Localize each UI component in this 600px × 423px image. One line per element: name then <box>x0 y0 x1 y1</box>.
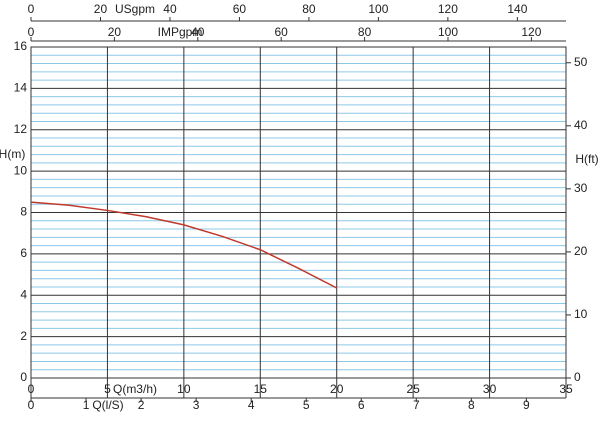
y2-tick-label: 50 <box>574 55 588 69</box>
bottom-axis2-tick-label: 0 <box>28 398 35 412</box>
y-tick-label: 10 <box>14 163 28 177</box>
top-axis-tick-label: 20 <box>94 2 108 16</box>
x-tick-label: 10 <box>177 382 191 396</box>
x-tick-label: 0 <box>28 382 35 396</box>
top-axis-tick-label: 40 <box>163 2 177 16</box>
y2-tick-label: 0 <box>574 370 581 384</box>
top-axis-tick-label: 60 <box>275 25 289 39</box>
y-tick-label: 12 <box>14 122 28 136</box>
top-axis-tick-label: 40 <box>191 25 205 39</box>
x-tick-label: 5 <box>104 382 111 396</box>
top-axis-tick-label: 0 <box>28 2 35 16</box>
bottom-axis2-tick-label: 1 <box>83 398 90 412</box>
y2-tick-label: 10 <box>574 307 588 321</box>
y-tick-label: 0 <box>20 370 27 384</box>
top-axis-tick-label: 20 <box>108 25 122 39</box>
bottom-axis2-tick-label: 9 <box>523 398 530 412</box>
top-axis-tick-label: 100 <box>438 25 458 39</box>
bottom-axis2-tick-label: 7 <box>413 398 420 412</box>
top-axis-label: IMPgpm <box>158 25 203 39</box>
y-tick-label: 2 <box>20 329 27 343</box>
top-axis-tick-label: 80 <box>358 25 372 39</box>
y2-axis-label: H(ft) <box>575 152 598 166</box>
y-tick-label: 8 <box>20 205 27 219</box>
y-axis-label: H(m) <box>0 147 25 161</box>
top-axis-tick-label: 60 <box>233 2 247 16</box>
top-axis-tick-label: 0 <box>28 25 35 39</box>
curve <box>30 201 338 289</box>
bottom-axis2-tick-label: 3 <box>193 398 200 412</box>
bottom-axis2-tick-label: 8 <box>468 398 475 412</box>
y-tick-label: 4 <box>20 287 27 301</box>
x-tick-label: 30 <box>483 382 497 396</box>
x-tick-label: 15 <box>254 382 268 396</box>
bottom-axis2-label: Q(l/S) <box>92 398 123 412</box>
bottom-axis2-tick-label: 2 <box>138 398 145 412</box>
top-axis-tick-label: 80 <box>302 2 316 16</box>
y2-tick-label: 20 <box>574 244 588 258</box>
bottom-axis2-tick-label: 6 <box>358 398 365 412</box>
plot-frame <box>30 46 567 379</box>
bottom-axis2-tick-label: 5 <box>303 398 310 412</box>
top-axis-tick-label: 140 <box>507 2 527 16</box>
y2-tick-label: 30 <box>574 181 588 195</box>
x-tick-label: 25 <box>406 382 420 396</box>
bottom-axis2-tick-label: 4 <box>248 398 255 412</box>
top-axis-tick-label: 100 <box>368 2 388 16</box>
x-axis-label: Q(m3/h) <box>113 382 157 396</box>
x-tick-label: 35 <box>559 382 573 396</box>
y2-tick-label: 40 <box>574 118 588 132</box>
top-axis-tick-label: 120 <box>521 25 541 39</box>
y-tick-label: 14 <box>14 81 28 95</box>
y-tick-label: 6 <box>20 246 27 260</box>
top-axis-label: USgpm <box>115 2 155 16</box>
x-tick-label: 20 <box>330 382 344 396</box>
y-tick-label: 16 <box>14 39 28 53</box>
top-axis-tick-label: 120 <box>438 2 458 16</box>
